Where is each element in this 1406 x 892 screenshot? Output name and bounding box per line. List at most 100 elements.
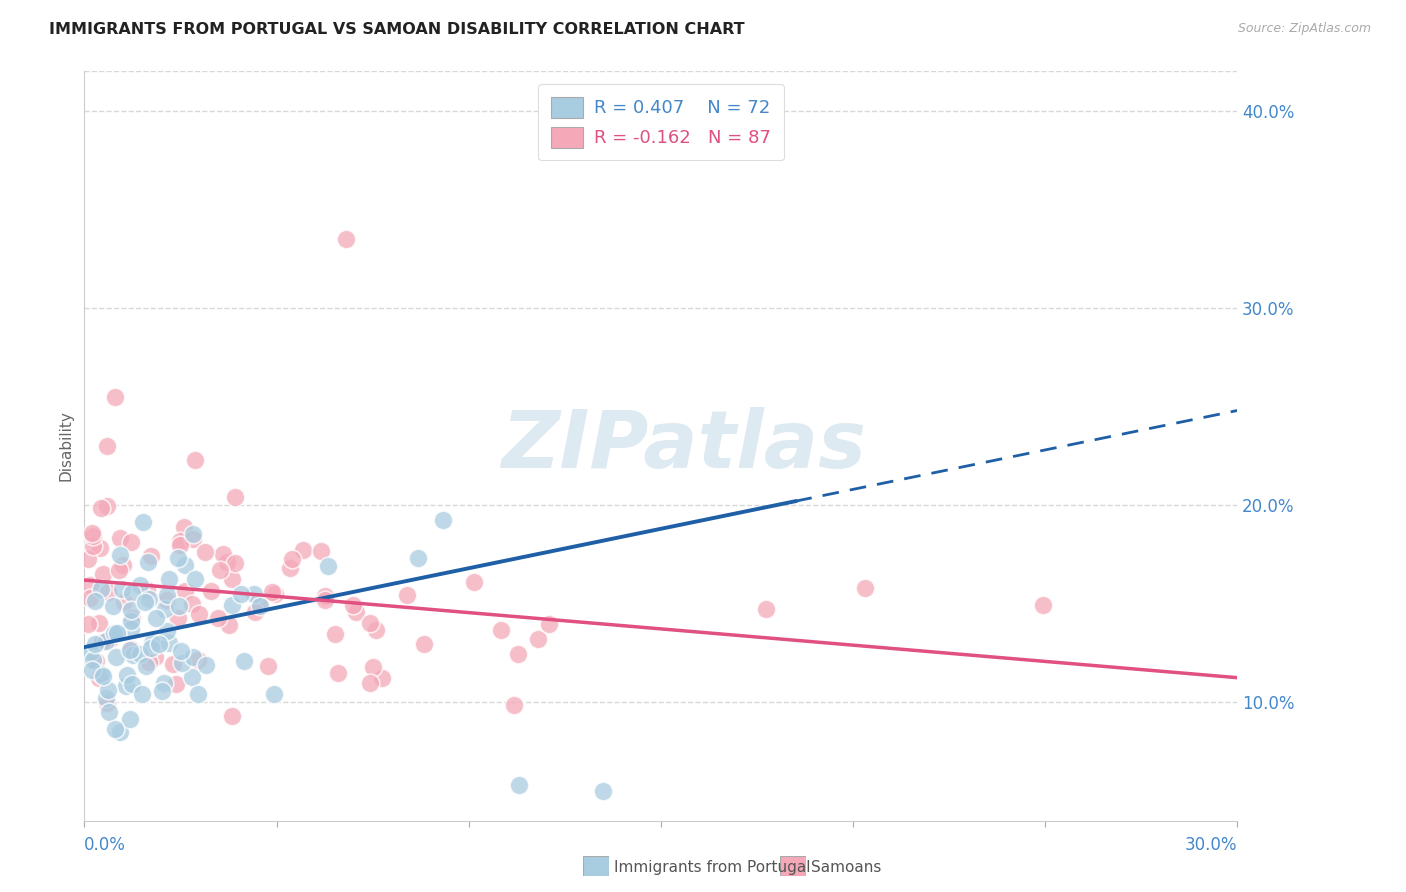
Point	[91, 669, 114, 683]
Point	[233, 654, 256, 668]
Point	[90, 666, 112, 681]
Point	[853, 582, 876, 596]
Point	[224, 490, 246, 504]
Point	[120, 535, 142, 549]
Point	[159, 636, 181, 650]
Point	[141, 549, 163, 563]
Point	[173, 584, 195, 599]
Point	[153, 602, 176, 616]
Point	[755, 602, 778, 616]
Point	[335, 232, 357, 246]
Point	[108, 725, 131, 739]
Point	[82, 528, 104, 542]
Point	[314, 589, 336, 603]
Point	[538, 617, 561, 632]
Point	[87, 671, 110, 685]
Point	[120, 614, 142, 628]
Point	[224, 556, 246, 570]
Point	[156, 588, 179, 602]
Point	[135, 583, 157, 598]
Point	[184, 453, 207, 467]
Point	[104, 722, 127, 736]
Point	[432, 513, 454, 527]
Point	[77, 551, 100, 566]
Point	[86, 655, 108, 669]
Point	[263, 687, 285, 701]
Point	[105, 626, 128, 640]
Point	[247, 594, 270, 608]
Point	[94, 633, 117, 648]
Point	[79, 591, 101, 606]
Point	[129, 647, 152, 661]
Point	[188, 607, 211, 622]
Point	[162, 657, 184, 672]
Point	[90, 635, 112, 649]
Point	[97, 585, 120, 599]
Point	[96, 690, 118, 705]
Point	[80, 526, 103, 541]
Point	[167, 551, 190, 566]
Point	[82, 539, 104, 553]
Point	[489, 623, 512, 637]
Text: Samoans: Samoans	[811, 860, 882, 874]
Text: Immigrants from Portugal: Immigrants from Portugal	[614, 860, 811, 874]
Point	[181, 597, 204, 611]
Point	[91, 566, 114, 581]
Point	[508, 778, 530, 792]
Point	[79, 577, 101, 591]
Point	[1032, 599, 1054, 613]
Point	[139, 640, 162, 655]
Point	[120, 641, 142, 656]
Point	[138, 555, 160, 569]
Point	[243, 605, 266, 619]
Point	[184, 573, 207, 587]
Point	[152, 683, 174, 698]
Point	[118, 712, 141, 726]
Point	[408, 551, 430, 566]
Point	[170, 644, 193, 658]
Point	[187, 652, 209, 666]
Point	[80, 663, 103, 677]
Point	[121, 677, 143, 691]
Point	[98, 632, 121, 646]
Point	[108, 531, 131, 545]
Point	[148, 636, 170, 650]
Point	[96, 696, 118, 710]
Point	[359, 675, 381, 690]
Point	[229, 587, 252, 601]
Point	[217, 555, 239, 569]
Point	[138, 591, 160, 606]
Point	[121, 611, 143, 625]
Point	[157, 572, 180, 586]
Point	[89, 541, 111, 555]
Point	[221, 598, 243, 612]
Point	[249, 599, 271, 613]
Point	[105, 650, 128, 665]
Point	[243, 587, 266, 601]
Point	[260, 584, 283, 599]
Point	[90, 501, 112, 516]
Point	[200, 583, 222, 598]
Point	[77, 617, 100, 632]
Point	[120, 622, 142, 636]
Point	[318, 559, 340, 574]
Point	[96, 499, 118, 513]
Point	[371, 672, 394, 686]
Point	[503, 698, 526, 712]
Point	[292, 542, 315, 557]
Point	[326, 665, 349, 680]
Point	[120, 602, 142, 616]
Point	[79, 644, 101, 658]
Point	[194, 544, 217, 558]
Point	[169, 599, 191, 613]
Point	[135, 659, 157, 673]
Point	[82, 653, 104, 667]
Point	[83, 636, 105, 650]
Point	[170, 656, 193, 670]
Point	[145, 649, 167, 664]
Point	[108, 548, 131, 562]
Point	[97, 683, 120, 698]
Point	[153, 676, 176, 690]
Point	[221, 709, 243, 723]
Point	[264, 587, 287, 601]
